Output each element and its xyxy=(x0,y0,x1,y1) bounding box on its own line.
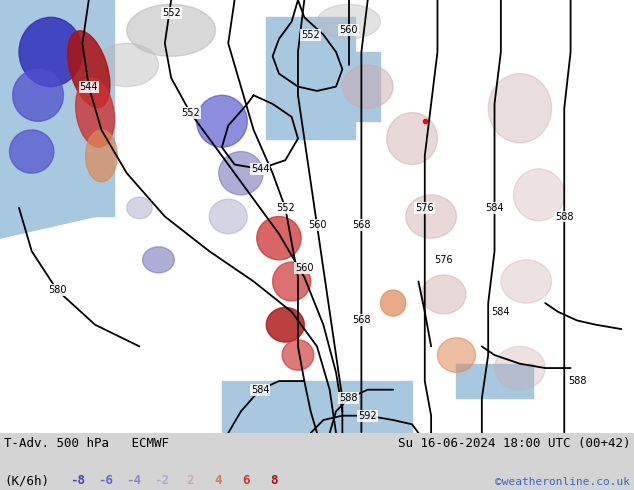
Text: 584: 584 xyxy=(485,203,504,213)
Text: 2: 2 xyxy=(186,474,194,487)
Text: Su 16-06-2024 18:00 UTC (00+42): Su 16-06-2024 18:00 UTC (00+42) xyxy=(398,437,630,450)
Ellipse shape xyxy=(273,262,311,301)
Text: 552: 552 xyxy=(162,8,181,18)
Text: 544: 544 xyxy=(250,164,269,174)
Text: 560: 560 xyxy=(307,220,327,230)
Text: 544: 544 xyxy=(79,82,98,92)
Text: 576: 576 xyxy=(434,255,453,265)
Ellipse shape xyxy=(266,307,304,342)
Text: T-Adv. 500 hPa   ECMWF: T-Adv. 500 hPa ECMWF xyxy=(4,437,169,450)
Ellipse shape xyxy=(143,247,174,273)
Ellipse shape xyxy=(197,95,247,147)
Ellipse shape xyxy=(380,290,406,316)
Bar xyxy=(317,52,380,121)
Text: 8: 8 xyxy=(270,474,278,487)
Ellipse shape xyxy=(86,130,117,182)
Ellipse shape xyxy=(501,260,552,303)
Bar xyxy=(456,364,533,398)
Ellipse shape xyxy=(127,4,216,56)
Text: (K/6h): (K/6h) xyxy=(4,474,49,487)
Text: 580: 580 xyxy=(48,285,67,295)
Text: 584: 584 xyxy=(491,307,510,317)
Ellipse shape xyxy=(13,69,63,121)
Ellipse shape xyxy=(406,195,456,238)
Ellipse shape xyxy=(282,340,314,370)
Ellipse shape xyxy=(19,17,82,87)
Text: ©weatheronline.co.uk: ©weatheronline.co.uk xyxy=(495,477,630,487)
Ellipse shape xyxy=(75,78,115,147)
Text: 576: 576 xyxy=(415,203,434,213)
Ellipse shape xyxy=(437,338,476,372)
Ellipse shape xyxy=(127,197,152,219)
Text: 4: 4 xyxy=(214,474,222,487)
Text: 592: 592 xyxy=(358,411,377,421)
Ellipse shape xyxy=(514,169,564,221)
Text: -2: -2 xyxy=(155,474,169,487)
Ellipse shape xyxy=(257,217,301,260)
Text: 6: 6 xyxy=(242,474,250,487)
Bar xyxy=(0,0,114,217)
Text: 588: 588 xyxy=(555,212,574,221)
Text: 584: 584 xyxy=(250,385,269,395)
Text: 560: 560 xyxy=(339,25,358,35)
Text: 588: 588 xyxy=(339,393,358,403)
Polygon shape xyxy=(273,65,355,139)
Ellipse shape xyxy=(95,43,158,87)
Ellipse shape xyxy=(495,346,545,390)
Ellipse shape xyxy=(68,31,110,108)
Bar xyxy=(222,381,412,433)
Text: 552: 552 xyxy=(301,29,320,40)
Text: 568: 568 xyxy=(352,316,371,325)
Ellipse shape xyxy=(387,113,437,165)
Text: 568: 568 xyxy=(352,220,371,230)
Ellipse shape xyxy=(488,74,552,143)
Ellipse shape xyxy=(422,275,466,314)
Ellipse shape xyxy=(219,151,263,195)
Text: -8: -8 xyxy=(70,474,86,487)
Text: -6: -6 xyxy=(98,474,113,487)
Polygon shape xyxy=(0,87,114,238)
Text: 552: 552 xyxy=(181,108,200,118)
Ellipse shape xyxy=(317,4,380,39)
Bar xyxy=(266,17,355,139)
Text: 560: 560 xyxy=(295,264,314,273)
Ellipse shape xyxy=(209,199,247,234)
Text: -4: -4 xyxy=(127,474,141,487)
Ellipse shape xyxy=(342,65,393,108)
Text: 552: 552 xyxy=(276,203,295,213)
Text: 588: 588 xyxy=(567,376,586,386)
Ellipse shape xyxy=(10,130,54,173)
